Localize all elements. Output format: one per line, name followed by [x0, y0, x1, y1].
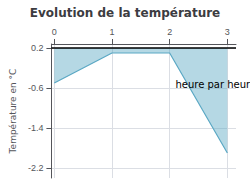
svg-text:-1.4: -1.4 — [28, 123, 44, 133]
svg-text:2: 2 — [167, 27, 172, 37]
svg-text:-0.6: -0.6 — [28, 83, 44, 93]
svg-text:0: 0 — [52, 27, 57, 37]
svg-text:heure par heure: heure par heure — [175, 79, 250, 90]
svg-text:0.2: 0.2 — [31, 43, 44, 53]
svg-text:3: 3 — [225, 27, 230, 37]
svg-text:Température en °C: Température en °C — [8, 69, 18, 155]
svg-text:-2.2: -2.2 — [28, 163, 44, 173]
svg-text:1: 1 — [109, 27, 114, 37]
svg-text:Evolution de la température: Evolution de la température — [30, 6, 221, 20]
